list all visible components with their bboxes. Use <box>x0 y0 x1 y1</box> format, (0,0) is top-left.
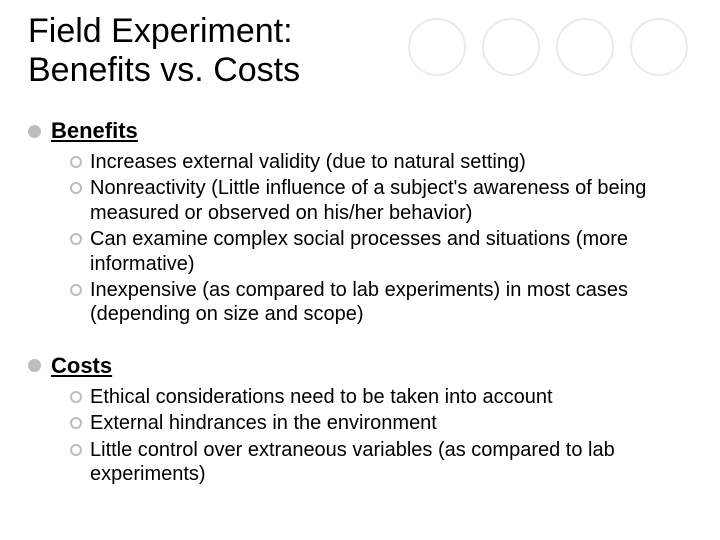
section-heading: Costs <box>51 353 112 379</box>
list-item: Little control over extraneous variables… <box>70 438 690 487</box>
list-item: Increases external validity (due to natu… <box>70 150 690 174</box>
ring-bullet-icon <box>70 233 82 245</box>
section-benefits: Benefits Increases external validity (du… <box>28 118 690 327</box>
ring-bullet-icon <box>70 156 82 168</box>
costs-list: Ethical considerations need to be taken … <box>70 385 690 487</box>
slide-title: Field Experiment: Benefits vs. Costs <box>28 12 300 90</box>
section-header: Benefits <box>28 118 690 144</box>
list-item: Inexpensive (as compared to lab experime… <box>70 278 690 327</box>
list-item: Nonreactivity (Little influence of a sub… <box>70 176 690 225</box>
list-item-text: Nonreactivity (Little influence of a sub… <box>90 176 690 225</box>
list-item-text: Increases external validity (due to natu… <box>90 150 526 174</box>
benefits-list: Increases external validity (due to natu… <box>70 150 690 327</box>
circle-icon <box>556 18 614 76</box>
list-item-text: Little control over extraneous variables… <box>90 438 690 487</box>
section-heading: Benefits <box>51 118 138 144</box>
list-item: External hindrances in the environment <box>70 411 690 435</box>
decorative-circles <box>408 18 688 76</box>
ring-bullet-icon <box>70 182 82 194</box>
list-item: Can examine complex social processes and… <box>70 227 690 276</box>
content-area: Benefits Increases external validity (du… <box>28 118 690 512</box>
section-costs: Costs Ethical considerations need to be … <box>28 353 690 487</box>
list-item: Ethical considerations need to be taken … <box>70 385 690 409</box>
section-header: Costs <box>28 353 690 379</box>
ring-bullet-icon <box>70 391 82 403</box>
list-item-text: Ethical considerations need to be taken … <box>90 385 553 409</box>
ring-bullet-icon <box>70 284 82 296</box>
ring-bullet-icon <box>70 444 82 456</box>
disc-bullet-icon <box>28 359 41 372</box>
circle-icon <box>408 18 466 76</box>
list-item-text: External hindrances in the environment <box>90 411 437 435</box>
list-item-text: Can examine complex social processes and… <box>90 227 690 276</box>
ring-bullet-icon <box>70 417 82 429</box>
circle-icon <box>482 18 540 76</box>
title-line-2: Benefits vs. Costs <box>28 51 300 89</box>
disc-bullet-icon <box>28 125 41 138</box>
title-line-1: Field Experiment: <box>28 12 293 50</box>
list-item-text: Inexpensive (as compared to lab experime… <box>90 278 690 327</box>
circle-icon <box>630 18 688 76</box>
